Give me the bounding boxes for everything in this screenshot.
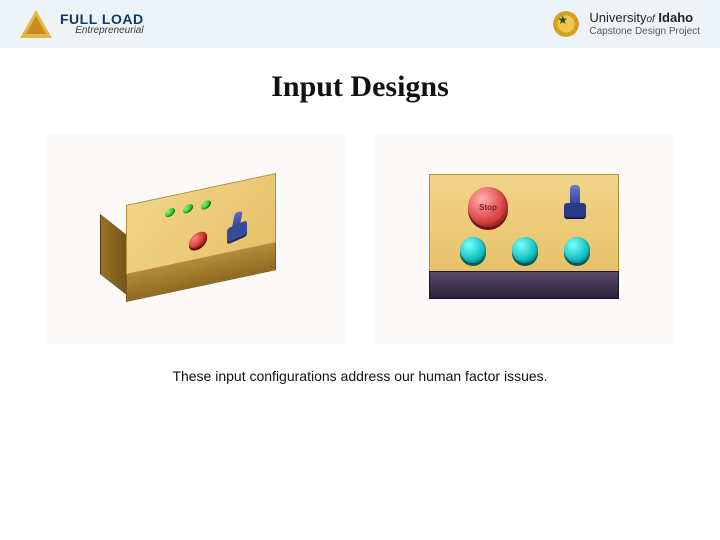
logo-university-idaho: Universityof Idaho Capstone Design Proje… xyxy=(551,9,700,39)
toggle-switch-icon xyxy=(564,185,586,217)
flat-box-top: Stop xyxy=(429,174,619,272)
panels-row: Stop xyxy=(0,134,720,344)
isometric-box xyxy=(106,189,286,309)
flat-box-front xyxy=(429,271,619,299)
panel-right: Stop xyxy=(374,134,674,344)
led-icon xyxy=(165,206,175,218)
logo-left-text: FULL LOAD Entrepreneurial xyxy=(60,12,144,36)
cyan-button-icon xyxy=(460,237,486,263)
logo-left-line2: Entrepreneurial xyxy=(60,26,144,36)
triangle-icon xyxy=(20,10,52,38)
led-icon xyxy=(201,199,211,211)
toggle-base xyxy=(564,203,586,217)
page-title: Input Designs xyxy=(0,70,720,104)
red-button-icon xyxy=(189,229,207,252)
gear-icon xyxy=(551,9,581,39)
caption-text: These input configurations address our h… xyxy=(0,368,720,384)
cyan-button-icon xyxy=(512,237,538,263)
cyan-button-icon xyxy=(564,237,590,263)
toggle-switch-icon xyxy=(227,208,247,243)
logo-right-line2: Capstone Design Project xyxy=(589,26,700,37)
header-bar: FULL LOAD Entrepreneurial Universityof I… xyxy=(0,0,720,48)
stop-button-label: Stop xyxy=(479,203,497,212)
stop-button-icon: Stop xyxy=(468,187,508,227)
box-side-face xyxy=(100,214,128,296)
toggle-base xyxy=(227,220,247,243)
flat-box: Stop xyxy=(429,174,619,304)
logo-right-line1: Universityof Idaho xyxy=(589,11,700,25)
panel-left xyxy=(46,134,346,344)
logo-left-line1: FULL LOAD xyxy=(60,12,144,26)
led-icon xyxy=(183,203,193,215)
logo-full-load: FULL LOAD Entrepreneurial xyxy=(20,10,144,38)
logo-right-text: Universityof Idaho Capstone Design Proje… xyxy=(589,11,700,36)
